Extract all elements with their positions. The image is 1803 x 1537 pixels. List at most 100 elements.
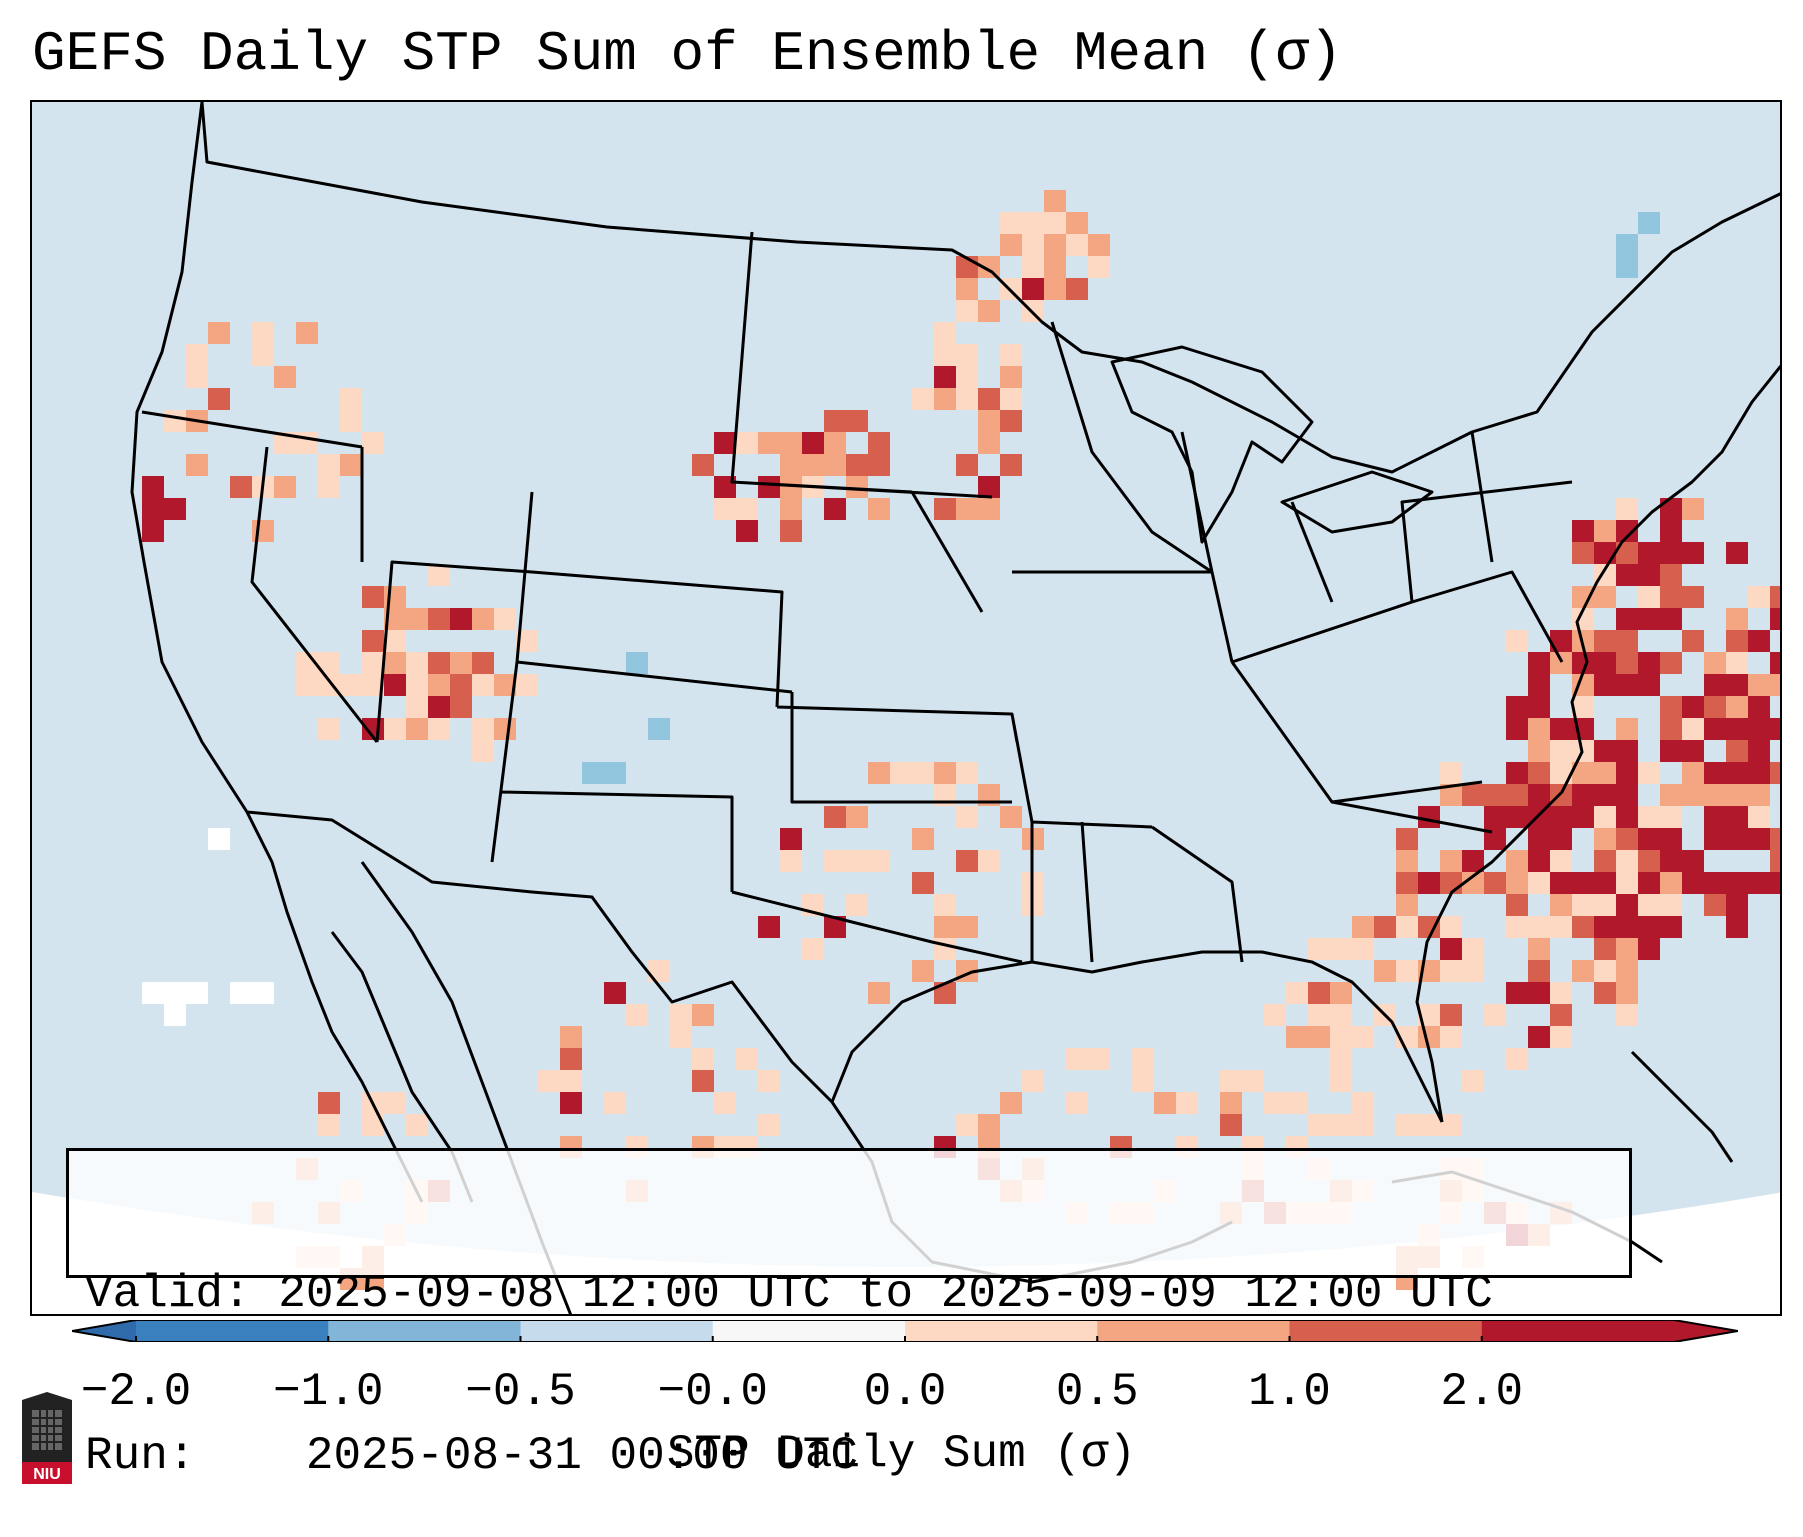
anomaly-cell	[956, 762, 978, 784]
anomaly-cell	[362, 674, 384, 696]
anomaly-cell	[1550, 872, 1572, 894]
anomaly-cell	[934, 762, 956, 784]
anomaly-cell	[428, 674, 450, 696]
anomaly-cell	[1220, 1114, 1242, 1136]
anomaly-cell	[758, 476, 780, 498]
anomaly-cell	[1660, 784, 1682, 806]
west-coast	[130, 102, 424, 1203]
anomaly-cell	[1704, 828, 1726, 850]
anomaly-cell	[1726, 630, 1748, 652]
anomaly-cell	[1484, 784, 1506, 806]
anomaly-cell	[1704, 894, 1726, 916]
anomaly-cell	[1330, 982, 1352, 1004]
anomaly-cell	[802, 454, 824, 476]
anomaly-cell	[1550, 982, 1572, 1004]
anomaly-cell	[274, 476, 296, 498]
anomaly-cell	[1000, 806, 1022, 828]
anomaly-cell	[1594, 894, 1616, 916]
anomaly-cell	[1638, 894, 1660, 916]
anomaly-cell	[868, 454, 890, 476]
anomaly-cell	[1770, 828, 1780, 850]
anomaly-cell	[1506, 850, 1528, 872]
projection-edge	[32, 1192, 1780, 1314]
anomaly-cell	[604, 1092, 626, 1114]
anomaly-cell	[1572, 520, 1594, 542]
anomaly-cell	[516, 674, 538, 696]
great-lakes	[1110, 345, 1434, 544]
anomaly-cell	[1638, 850, 1660, 872]
anomaly-cell	[692, 1048, 714, 1070]
anomaly-cell	[1616, 630, 1638, 652]
anomaly-cell	[780, 476, 802, 498]
anomaly-cell	[846, 806, 868, 828]
anomaly-cell	[1726, 806, 1748, 828]
anomaly-cell	[428, 652, 450, 674]
anomaly-cell	[494, 718, 516, 740]
anomaly-cell	[978, 300, 1000, 322]
anomaly-cell	[384, 652, 406, 674]
anomaly-cell	[1352, 1026, 1374, 1048]
anomaly-cell	[384, 608, 406, 630]
anomaly-cell	[362, 432, 384, 454]
anomaly-cell	[1528, 696, 1550, 718]
anomaly-cell	[1638, 762, 1660, 784]
anomaly-cell	[648, 718, 670, 740]
anomaly-cell	[1396, 828, 1418, 850]
anomaly-cell	[1726, 872, 1748, 894]
anomaly-cell	[1506, 762, 1528, 784]
anomaly-cell	[1638, 608, 1660, 630]
colorbar-segment	[520, 1320, 714, 1342]
anomaly-cell	[692, 454, 714, 476]
anomaly-cell	[1506, 696, 1528, 718]
anomaly-cell	[1440, 762, 1462, 784]
anomaly-cell	[450, 696, 472, 718]
anomaly-cell	[1748, 696, 1770, 718]
anomaly-cell	[1242, 1070, 1264, 1092]
anomaly-cell	[1638, 938, 1660, 960]
anomaly-cell	[384, 674, 406, 696]
anomaly-cell	[868, 762, 890, 784]
anomaly-cell	[1066, 1048, 1088, 1070]
colorbar-segment	[328, 1320, 521, 1342]
anomaly-cell	[1352, 916, 1374, 938]
anomaly-cell	[384, 630, 406, 652]
anomaly-cell	[1154, 1092, 1176, 1114]
anomaly-cell	[428, 696, 450, 718]
anomaly-cell	[1264, 1004, 1286, 1026]
anomaly-cell	[1660, 696, 1682, 718]
anomaly-cell	[1660, 718, 1682, 740]
anomaly-cell	[1440, 938, 1462, 960]
anomaly-cell	[428, 564, 450, 586]
anomaly-cell	[1396, 872, 1418, 894]
anomaly-cell	[142, 520, 164, 542]
anomaly-cell	[1440, 916, 1462, 938]
anomaly-cell	[1088, 234, 1110, 256]
anomaly-cell	[780, 828, 802, 850]
anomaly-cell	[714, 432, 736, 454]
anomaly-cell	[1088, 256, 1110, 278]
anomaly-cell	[934, 938, 956, 960]
anomaly-cell	[208, 388, 230, 410]
logo-text: NIU	[33, 1466, 61, 1483]
anomaly-cell	[1594, 674, 1616, 696]
colorbar-segment	[712, 1320, 906, 1342]
anomaly-cell	[934, 894, 956, 916]
anomaly-cell	[1594, 542, 1616, 564]
anomaly-cell	[1770, 718, 1780, 740]
anomaly-cell	[1220, 1070, 1242, 1092]
anomaly-cell	[428, 718, 450, 740]
anomaly-cell	[736, 498, 758, 520]
anomaly-cell	[450, 608, 472, 630]
anomaly-cell	[1616, 740, 1638, 762]
colorbar-label: STP Daily Sum (σ)	[666, 1428, 1137, 1480]
anomaly-cell	[1528, 960, 1550, 982]
anomaly-cell	[1066, 278, 1088, 300]
anomaly-cell	[340, 454, 362, 476]
anomaly-cell	[648, 960, 670, 982]
anomaly-cell	[406, 674, 428, 696]
anomaly-cell	[1022, 256, 1044, 278]
anomaly-cell	[472, 674, 494, 696]
anomaly-cell	[384, 1092, 406, 1114]
anomaly-cell	[1594, 806, 1616, 828]
anomaly-cell	[956, 388, 978, 410]
